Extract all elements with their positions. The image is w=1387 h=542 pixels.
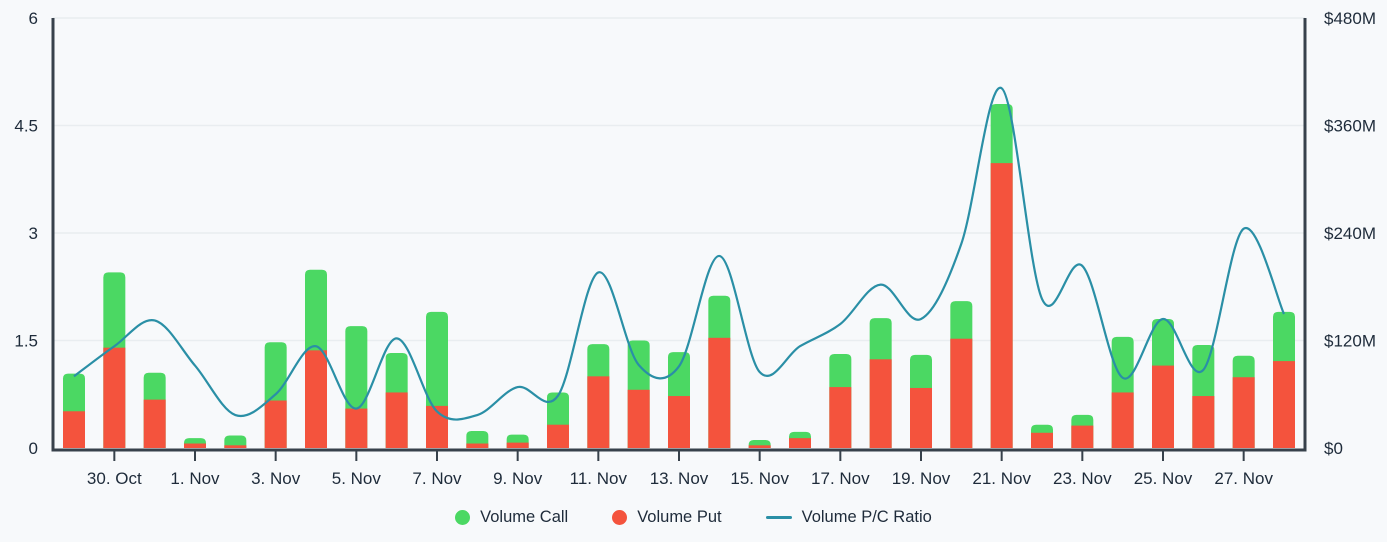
legend-item-volume-pc-ratio[interactable]: Volume P/C Ratio [765,508,932,527]
legend-item-volume-put[interactable]: Volume Put [612,508,722,527]
legend-label-volume-pc-ratio: Volume P/C Ratio [801,508,932,526]
x-axis-tick-label: 11. Nov [570,469,628,488]
volume-call-swatch-icon [455,510,471,525]
legend-item-volume-call[interactable]: Volume Call [455,508,568,527]
bar-volume-put [910,387,932,448]
legend-label-volume-call: Volume Call [480,508,569,526]
legend-label-volume-put: Volume Put [637,508,722,526]
left-axis-tick-label: 3 [29,224,38,243]
bar-volume-put [627,389,650,448]
right-axis-tick-label: $0 [1324,439,1343,458]
right-axis-tick-label: $120M [1324,332,1376,351]
bar-volume-put [466,443,489,448]
bar-volume-put [789,438,811,448]
x-axis-tick-label: 19. Nov [892,469,951,488]
x-axis-tick-label: 21. Nov [972,469,1031,488]
x-axis-tick-label: 17. Nov [811,469,870,488]
bar-volume-put [748,445,771,448]
x-axis-tick-label: 13. Nov [650,469,709,488]
bar-volume-put [869,359,892,448]
bar-volume-put [990,163,1013,448]
bar-volume-put [305,350,327,448]
bar-volume-put [1031,432,1053,448]
volume-pc-ratio-line [73,87,1286,421]
bar-volume-put [547,424,569,448]
bar-volume-put [264,400,287,448]
bar-volume-put [1111,392,1134,448]
left-axis-tick-label: 0 [29,439,38,458]
volume-put-swatch-icon [612,510,628,525]
x-axis-tick-label: 25. Nov [1134,469,1193,488]
left-axis-tick-label: 4.5 [14,117,38,136]
bar-volume-put [506,442,529,448]
bar-volume-put [829,387,852,448]
bar-volume-put [103,347,126,448]
bar-volume-call [224,435,247,448]
bar-volume-put [1273,361,1295,448]
right-axis-tick-label: $240M [1324,224,1376,243]
right-axis-tick-label: $360M [1324,117,1376,136]
bar-volume-put [708,337,731,448]
x-axis-tick-label: 1. Nov [170,469,220,488]
bar-volume-put [1192,396,1215,448]
volume-pc-ratio-line-icon [765,516,792,519]
right-axis-tick-label: $480M [1324,9,1376,28]
x-axis-tick-label: 9. Nov [493,469,543,488]
bar-volume-put [184,443,206,448]
x-axis-tick-label: 15. Nov [730,469,789,488]
left-axis-tick-label: 6 [29,9,38,28]
bar-volume-put [1232,377,1255,448]
bar-volume-put [224,445,247,448]
bar-volume-put [950,338,973,448]
bar-volume-put [385,392,408,448]
x-axis-tick-label: 23. Nov [1053,469,1112,488]
bar-volume-put [1071,425,1094,448]
bar-volume-put [1152,365,1174,448]
left-axis-tick-label: 1.5 [14,332,38,351]
x-axis-tick-label: 27. Nov [1214,469,1273,488]
bar-volume-put [63,411,85,448]
x-axis-tick-label: 3. Nov [251,469,301,488]
bar-volume-put [345,408,368,448]
chart-legend: Volume Call Volume Put Volume P/C Ratio [0,508,1387,527]
bar-volume-put [668,396,690,448]
bar-volume-put [143,399,166,448]
bar-volume-put [587,376,610,448]
x-axis-tick-label: 7. Nov [412,469,462,488]
x-axis-tick-label: 5. Nov [332,469,382,488]
x-axis-tick-label: 30. Oct [87,469,142,488]
